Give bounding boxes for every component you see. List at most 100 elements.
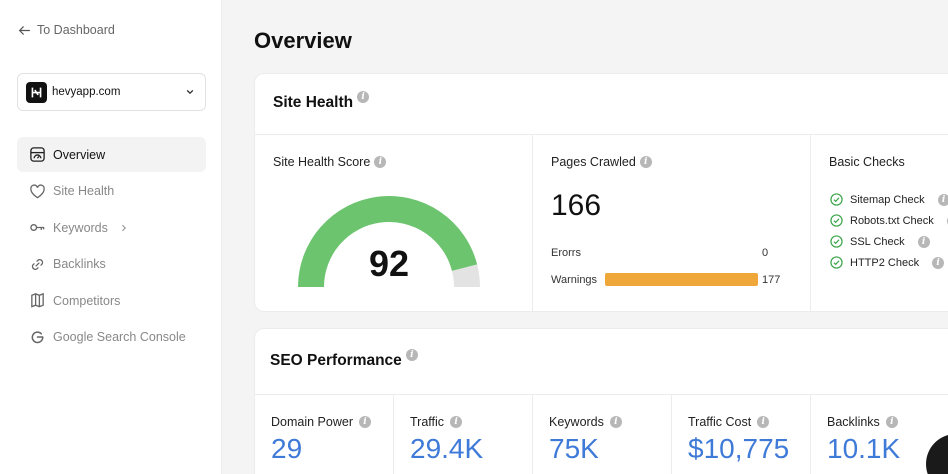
sidebar-item-label: Overview bbox=[53, 147, 106, 162]
info-icon[interactable]: i bbox=[374, 156, 387, 168]
gauge-fill bbox=[298, 196, 478, 288]
divider bbox=[532, 134, 533, 312]
info-icon[interactable]: i bbox=[450, 416, 463, 428]
warnings-label: Warnings bbox=[551, 274, 598, 286]
metric-value: 29 bbox=[271, 433, 303, 464]
back-to-dashboard-link[interactable]: To Dashboard bbox=[18, 23, 115, 37]
divider bbox=[532, 394, 533, 474]
chevron-right-icon bbox=[122, 224, 126, 231]
pages-label-text: Pages Crawled bbox=[551, 155, 636, 169]
check-label: HTTP2 Check bbox=[850, 256, 920, 269]
site-health-title: Site Health bbox=[273, 94, 354, 111]
site-health-score-label: Site Health Score i bbox=[273, 155, 387, 169]
check-circle-icon bbox=[830, 256, 843, 269]
divider bbox=[810, 394, 811, 474]
errors-label: Erorrs bbox=[551, 247, 581, 259]
metric-domain-power: Domain Power i 29 bbox=[255, 329, 394, 474]
check-item-sitemap: Sitemap Check i bbox=[830, 193, 948, 206]
metric-value: 75K bbox=[549, 433, 599, 464]
info-icon[interactable]: i bbox=[358, 416, 371, 428]
sidebar: To Dashboard hevyapp.com Overview Site H… bbox=[0, 0, 222, 474]
divider bbox=[255, 134, 948, 135]
arrow-left-icon bbox=[19, 25, 30, 35]
sidebar-item-backlinks[interactable]: Backlinks bbox=[17, 247, 206, 282]
metric-label: Keywords i bbox=[549, 415, 622, 429]
chevron-down-icon bbox=[186, 90, 194, 95]
metric-label: Backlinks i bbox=[827, 415, 898, 429]
heart-icon bbox=[30, 183, 45, 198]
sidebar-item-keywords[interactable]: Keywords bbox=[17, 210, 206, 245]
metric-value: $10,775 bbox=[688, 433, 790, 464]
check-label: Sitemap Check bbox=[850, 193, 925, 206]
back-link-label: To Dashboard bbox=[37, 23, 115, 37]
sidebar-item-label: Site Health bbox=[53, 184, 115, 199]
info-icon[interactable]: i bbox=[917, 235, 930, 248]
info-icon[interactable]: i bbox=[937, 193, 948, 206]
key-icon bbox=[30, 224, 45, 232]
divider bbox=[255, 394, 948, 395]
check-item-ssl: SSL Check i bbox=[830, 235, 930, 248]
competitors-icon bbox=[31, 293, 44, 308]
site-name: hevyapp.com bbox=[52, 86, 121, 98]
google-icon bbox=[31, 331, 44, 344]
check-circle-icon bbox=[830, 235, 843, 248]
errors-value: 0 bbox=[762, 247, 769, 259]
check-item-http2: HTTP2 Check i bbox=[830, 256, 945, 269]
check-circle-icon bbox=[830, 214, 843, 227]
check-label: SSL Check bbox=[850, 235, 905, 248]
metric-label: Domain Power i bbox=[271, 415, 371, 429]
page-title: Overview bbox=[254, 28, 352, 53]
site-health-gauge: 92 bbox=[291, 191, 487, 291]
info-icon[interactable]: i bbox=[946, 214, 948, 227]
check-item-robots: Robots.txt Check i bbox=[830, 214, 948, 227]
site-health-score-value: 92 bbox=[368, 243, 410, 284]
metric-value: 29.4K bbox=[410, 433, 484, 464]
sidebar-item-competitors[interactable]: Competitors bbox=[17, 283, 206, 318]
check-label: Robots.txt Check bbox=[850, 214, 934, 227]
metric-label: Traffic Cost i bbox=[688, 415, 770, 429]
sidebar-item-label: Keywords bbox=[53, 220, 108, 235]
seo-performance-card: SEO Performance i Domain Power i 29 Traff… bbox=[254, 328, 948, 474]
warnings-value: 177 bbox=[762, 274, 781, 286]
site-selector[interactable]: hevyapp.com bbox=[17, 73, 206, 111]
overview-icon bbox=[30, 147, 45, 162]
divider bbox=[393, 394, 394, 474]
info-icon[interactable]: i bbox=[609, 416, 622, 428]
divider bbox=[810, 134, 811, 312]
score-label-text: Site Health Score bbox=[273, 155, 371, 169]
sidebar-item-site-health[interactable]: Site Health bbox=[17, 174, 206, 209]
info-icon[interactable]: i bbox=[932, 256, 945, 269]
metric-backlinks: Backlinks i 10.1K bbox=[811, 329, 948, 474]
info-icon[interactable]: i bbox=[357, 91, 370, 103]
site-health-header: Site Health i bbox=[273, 91, 370, 112]
check-circle-icon bbox=[830, 193, 843, 206]
info-icon[interactable]: i bbox=[639, 156, 652, 168]
sidebar-item-label: Backlinks bbox=[53, 257, 106, 272]
pages-crawled-value: 166 bbox=[551, 189, 602, 222]
metric-traffic-cost: Traffic Cost i $10,775 bbox=[672, 329, 811, 474]
seo-performance-header: SEO Performance i bbox=[270, 349, 418, 370]
metric-traffic: Traffic i 29.4K bbox=[394, 329, 533, 474]
info-icon[interactable]: i bbox=[757, 416, 770, 428]
divider bbox=[671, 394, 672, 474]
gauge-track bbox=[451, 264, 480, 288]
pages-crawled-label: Pages Crawled i bbox=[551, 155, 652, 169]
sidebar-item-label: Competitors bbox=[53, 293, 121, 308]
hevy-logo-icon bbox=[31, 87, 42, 97]
site-health-card: Site Health i Site Health Score i 92 Pag… bbox=[254, 73, 948, 312]
metric-value: 10.1K bbox=[827, 433, 901, 464]
metric-keywords: Keywords i 75K bbox=[533, 329, 672, 474]
checks-label-text: Basic Checks bbox=[829, 155, 905, 169]
sidebar-item-google-search-console[interactable]: Google Search Console bbox=[17, 320, 206, 355]
info-icon[interactable]: i bbox=[885, 416, 898, 428]
info-icon[interactable]: i bbox=[405, 349, 418, 361]
sidebar-nav: Overview Site Health Keywords Backlinks … bbox=[17, 137, 206, 357]
warnings-bar bbox=[605, 273, 758, 286]
site-logo bbox=[26, 81, 47, 103]
sidebar-item-overview[interactable]: Overview bbox=[17, 137, 206, 172]
link-icon bbox=[31, 258, 44, 270]
metric-label: Traffic i bbox=[410, 415, 463, 429]
seo-performance-title: SEO Performance bbox=[270, 352, 402, 369]
sidebar-item-label: Google Search Console bbox=[53, 330, 186, 345]
basic-checks-label: Basic Checks bbox=[829, 155, 905, 169]
